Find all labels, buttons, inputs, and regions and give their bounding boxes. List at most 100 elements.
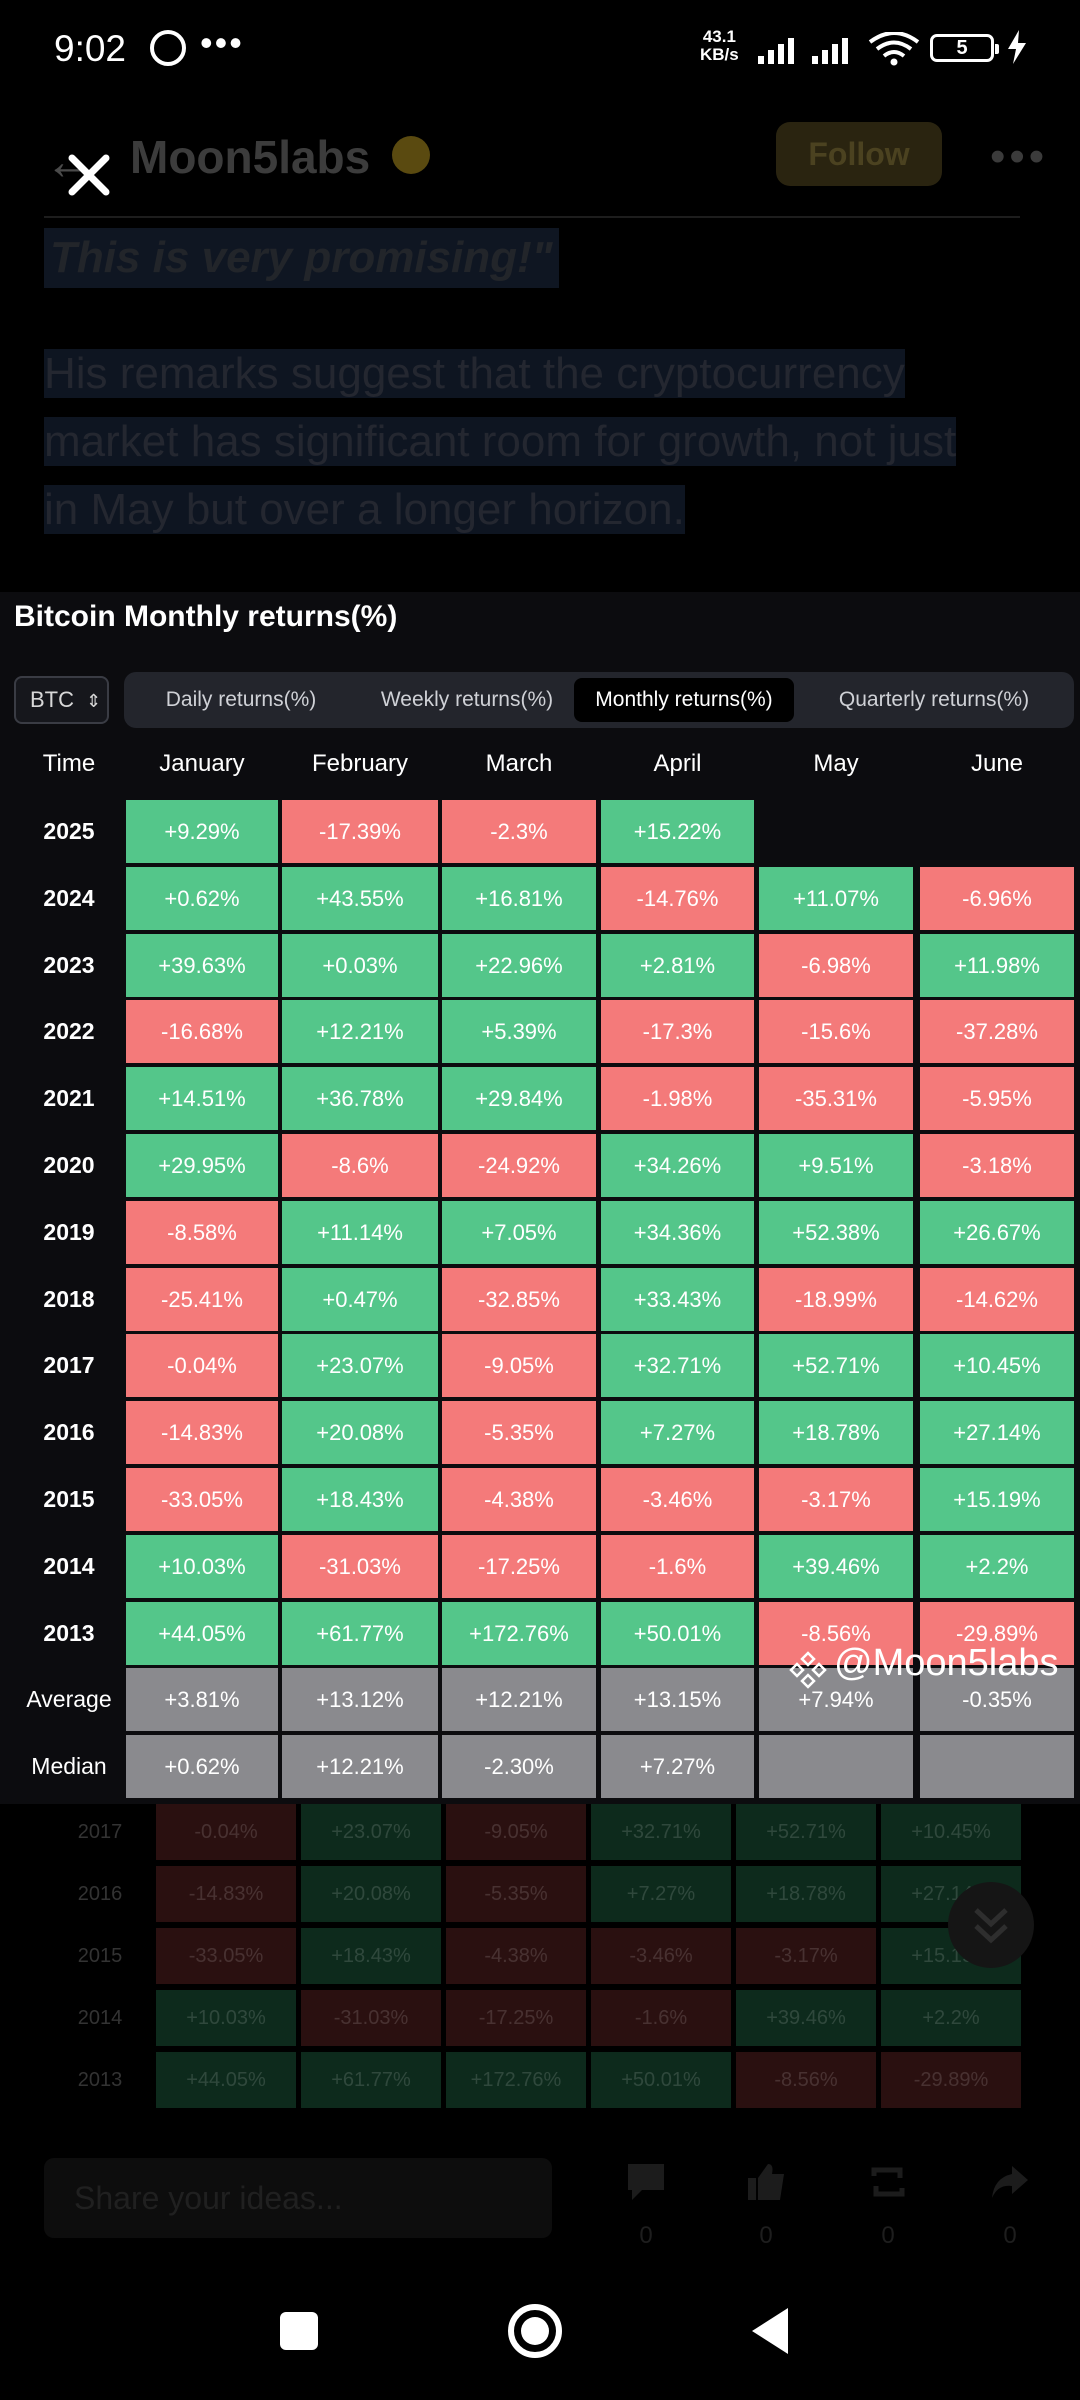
return-cell: +39.63%	[126, 933, 278, 997]
background-row-year: 2015	[77, 1945, 123, 1967]
tab-quarterly: Quarterly returns(%)	[838, 688, 1030, 711]
summary-cell: +3.81%	[126, 1668, 278, 1732]
returns-tabs: Daily returns(%) Weekly returns(%) Month…	[124, 672, 1074, 728]
home-button[interactable]	[506, 2302, 564, 2360]
return-cell: +0.62%	[126, 866, 278, 930]
scroll-down-button[interactable]	[948, 1882, 1034, 1968]
chevron-down-icon	[974, 1908, 1008, 1944]
background-cell: +10.45%	[881, 1804, 1021, 1860]
return-cell: +10.45%	[920, 1334, 1074, 1398]
summary-cell	[920, 1735, 1074, 1799]
return-cell: +50.01%	[601, 1601, 754, 1665]
background-cell: +20.08%	[301, 1866, 441, 1922]
return-cell: +32.71%	[601, 1334, 754, 1398]
background-cell: +2.2%	[881, 1990, 1021, 2046]
column-header-time: Time	[42, 750, 96, 777]
asset-select-value: BTC	[30, 687, 74, 712]
follow-button[interactable]: Follow	[776, 122, 942, 186]
tab-monthly: Monthly returns(%)	[574, 678, 794, 722]
background-cell: +32.71%	[591, 1804, 731, 1860]
watermark: @Moon5labs	[834, 1642, 1059, 1684]
navigation-bar	[0, 2270, 1080, 2400]
return-cell: +52.71%	[759, 1334, 913, 1398]
return-cell: -15.6%	[759, 1000, 913, 1064]
return-cell: -8.56%	[759, 1601, 913, 1665]
summary-cell: +12.21%	[442, 1668, 596, 1732]
return-cell: -8.58%	[126, 1200, 278, 1264]
background-cell: -4.38%	[446, 1928, 586, 1984]
comment-input[interactable]: Share your ideas...	[44, 2158, 552, 2238]
return-cell: +16.81%	[442, 866, 596, 930]
recents-button[interactable]	[278, 2310, 320, 2352]
more-options-icon[interactable]: •••	[990, 132, 1049, 181]
signal-2-icon	[812, 38, 848, 64]
repost-icon[interactable]	[858, 2160, 918, 2209]
background-cell: +44.05%	[156, 2052, 296, 2108]
return-cell: +44.05%	[126, 1601, 278, 1665]
return-cell: -6.96%	[920, 866, 1074, 930]
back-button[interactable]	[748, 2306, 792, 2356]
return-cell: -33.05%	[126, 1468, 278, 1531]
status-time: 9:02	[54, 28, 127, 69]
row-year: 2014	[43, 1552, 95, 1579]
like-count: 0	[759, 2222, 773, 2249]
asset-select: BTC ⇕	[14, 676, 109, 724]
row-year: 2025	[43, 818, 95, 844]
comment-icon[interactable]	[616, 2160, 676, 2209]
background-cell: +61.77%	[301, 2052, 441, 2108]
network-speed: 43.1 KB/s	[700, 28, 739, 64]
return-cell: +34.36%	[601, 1200, 754, 1264]
return-cell: +12.21%	[282, 1000, 438, 1064]
background-cell: -3.46%	[591, 1928, 731, 1984]
row-year: 2022	[43, 1018, 95, 1045]
return-cell: +14.51%	[126, 1067, 278, 1131]
battery-icon: 5	[930, 34, 999, 62]
row-year: 2020	[43, 1152, 95, 1178]
paragraph-line: His remarks suggest that the cryptocurre…	[44, 349, 905, 398]
like-icon[interactable]	[736, 2160, 796, 2209]
return-cell: -3.17%	[759, 1468, 913, 1531]
summary-cell: +0.62%	[126, 1735, 278, 1799]
repost-count: 0	[881, 2222, 895, 2249]
background-cell: +10.03%	[156, 1990, 296, 2046]
row-average: Average	[26, 1686, 112, 1713]
return-cell: +0.03%	[282, 933, 438, 997]
return-cell: -16.68%	[126, 1000, 278, 1064]
whatsapp-icon	[150, 30, 186, 66]
divider	[44, 216, 1020, 218]
binance-logo-icon	[789, 1651, 827, 1689]
return-cell: +22.96%	[442, 933, 596, 997]
return-cell: +52.38%	[759, 1200, 913, 1264]
background-cell: +18.78%	[736, 1866, 876, 1922]
return-cell: +11.14%	[282, 1200, 438, 1264]
column-header-march: March	[485, 750, 553, 777]
return-cell: -25.41%	[126, 1267, 278, 1331]
background-cell: +50.01%	[591, 2052, 731, 2108]
background-cell: -3.17%	[736, 1928, 876, 1984]
return-cell: -9.05%	[442, 1334, 596, 1398]
background-cell: -1.6%	[591, 1990, 731, 2046]
return-cell: -29.89%	[920, 1601, 1074, 1665]
close-icon[interactable]	[64, 150, 114, 200]
background-cell: -0.04%	[156, 1804, 296, 1860]
return-cell: +2.81%	[601, 933, 754, 997]
article-paragraph: His remarks suggest that the cryptocurre…	[44, 340, 1054, 544]
background-row-year: 2014	[77, 2007, 123, 2029]
return-cell: +34.26%	[601, 1134, 754, 1197]
return-cell: -17.25%	[442, 1534, 596, 1598]
row-year: 2017	[43, 1352, 95, 1379]
summary-cell: +13.12%	[282, 1668, 438, 1732]
background-cell: -17.25%	[446, 1990, 586, 2046]
background-cell: +18.43%	[301, 1928, 441, 1984]
return-cell: -18.99%	[759, 1267, 913, 1331]
summary-cell: -0.35%	[920, 1668, 1074, 1732]
column-header-june: June	[970, 750, 1024, 777]
column-header-january: January	[159, 750, 245, 777]
return-cell: -5.35%	[442, 1401, 596, 1465]
row-year: 2024	[43, 884, 95, 911]
return-cell: +29.95%	[126, 1134, 278, 1197]
return-cell: -1.6%	[601, 1534, 754, 1598]
chart-title: Bitcoin Monthly returns(%)	[14, 600, 398, 633]
share-icon[interactable]	[980, 2160, 1040, 2209]
return-cell: +23.07%	[282, 1334, 438, 1398]
